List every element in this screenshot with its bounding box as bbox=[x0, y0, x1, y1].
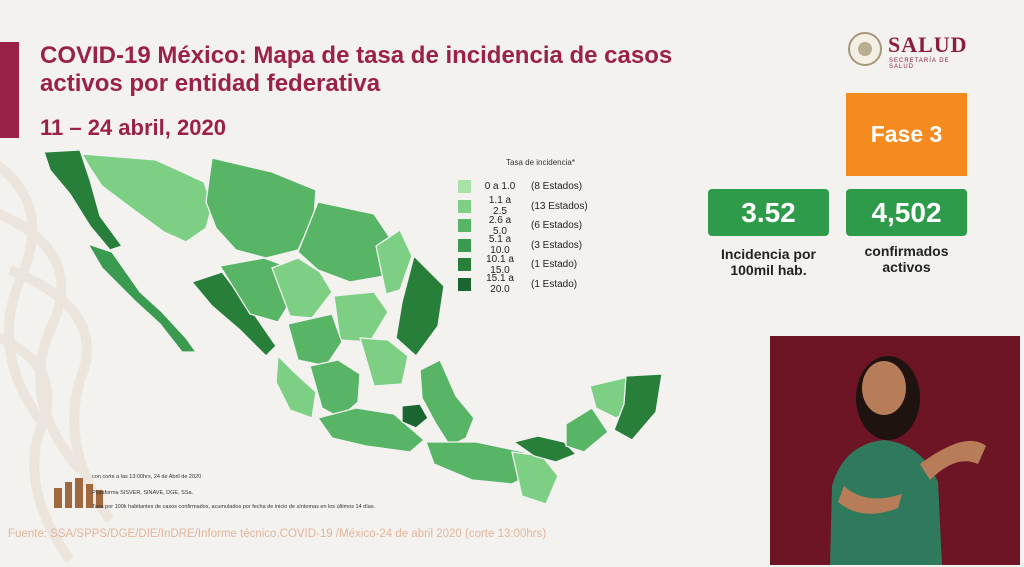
footnotes: con corte a las 13:00hrs, 24 de Abril de… bbox=[52, 466, 612, 520]
page-title: COVID-19 México: Mapa de tasa de inciden… bbox=[40, 42, 673, 97]
map-legend: Tasa de incidencia* 0 a 1.0 (8 Estados) 1… bbox=[458, 158, 628, 295]
incidence-label: Incidencia por 100mil hab. bbox=[721, 246, 816, 278]
map-state bbox=[395, 254, 445, 357]
map-state bbox=[287, 313, 343, 367]
map-state bbox=[419, 359, 475, 447]
active-cases-label: confirmados activos bbox=[864, 243, 949, 275]
logo-word: SALUD bbox=[888, 32, 968, 57]
map-state bbox=[205, 157, 317, 259]
map-state bbox=[86, 242, 198, 353]
legend-swatch bbox=[458, 277, 471, 291]
source-citation: Fuente: SSA/SPPS/DGE/DIE/InDRE/Informe t… bbox=[8, 528, 547, 540]
logo-subtitle: SECRETARÍA DE SALUD bbox=[889, 58, 950, 70]
map-state bbox=[359, 337, 409, 387]
map-state bbox=[80, 153, 213, 243]
legend-swatch bbox=[458, 199, 471, 213]
map-state bbox=[275, 354, 317, 419]
legend-title: Tasa de incidencia* bbox=[506, 158, 575, 167]
map-state bbox=[43, 149, 124, 251]
mexico-choropleth-map bbox=[43, 149, 663, 505]
map-state bbox=[190, 271, 277, 357]
legend-item: 15.1 a 20.0 (1 Estado) bbox=[458, 273, 628, 295]
sign-language-interpreter bbox=[770, 336, 1020, 565]
footnote-rate-definition: Tasa por 100k habitantes de casos confir… bbox=[92, 504, 376, 510]
map-state bbox=[316, 407, 425, 453]
map-state bbox=[333, 291, 389, 343]
legend-swatch bbox=[458, 258, 471, 272]
map-state bbox=[297, 201, 399, 283]
legend-item: 0 a 1.0 (8 Estados) bbox=[458, 177, 628, 197]
date-range: 11 – 24 abril, 2020 bbox=[40, 115, 226, 140]
map-state bbox=[271, 257, 333, 319]
map-state bbox=[309, 359, 361, 419]
incidence-value: 3.52 bbox=[708, 189, 829, 236]
map-state bbox=[512, 435, 578, 463]
map-state bbox=[565, 407, 609, 453]
monument-illustration bbox=[54, 478, 103, 508]
title-accent-bar bbox=[0, 42, 19, 138]
legend-item: 1.1 a 2.5 (13 Estados) bbox=[458, 195, 628, 217]
legend-swatch bbox=[458, 219, 471, 233]
map-state bbox=[375, 229, 413, 295]
legend-item: 10.1 a 15.0 (1 Estado) bbox=[458, 254, 628, 276]
legend-swatch bbox=[458, 180, 471, 194]
map-state bbox=[401, 403, 429, 429]
legend-swatch bbox=[458, 238, 471, 252]
map-state bbox=[613, 373, 663, 441]
phase-badge: Fase 3 bbox=[846, 93, 967, 176]
footnote-platform: Plataforma SISVER, SINAVE, DGE, SSa. bbox=[92, 490, 194, 496]
legend-item: 2.6 a 5.0 (6 Estados) bbox=[458, 215, 628, 237]
active-cases-value: 4,502 bbox=[846, 189, 967, 236]
legend-item: 5.1 a 10.0 (3 Estados) bbox=[458, 234, 628, 256]
interpreter-figure bbox=[830, 356, 986, 565]
footnote-cutoff: con corte a las 13:00hrs, 24 de Abril de… bbox=[92, 474, 202, 480]
seal-icon bbox=[848, 32, 882, 66]
salud-logo: SALUD SECRETARÍA DE SALUD bbox=[848, 30, 973, 70]
